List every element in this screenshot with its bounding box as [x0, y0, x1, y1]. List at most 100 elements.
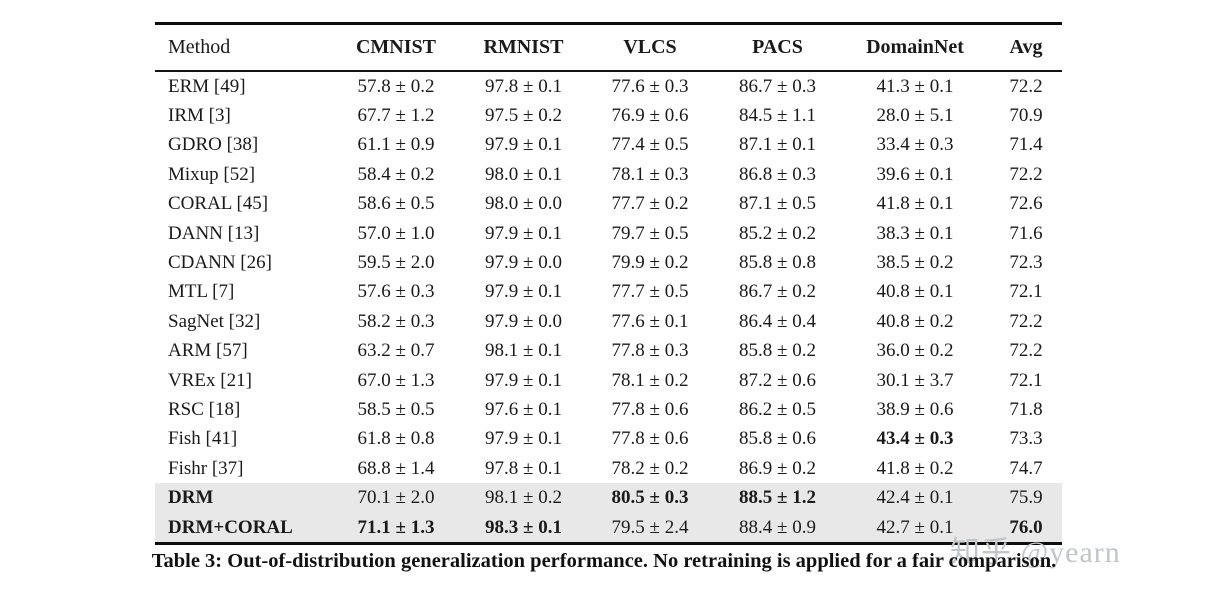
column-header-vlcs: VLCS — [585, 23, 715, 72]
value-cell: 38.5 ± 0.2 — [876, 252, 954, 274]
value-cell: 36.0 ± 0.2 — [876, 340, 954, 362]
value-cell: 71.6 — [1009, 222, 1043, 244]
method-cell: VREx [21] — [168, 369, 252, 391]
method-cell: ARM [57] — [168, 340, 248, 362]
value-cell: 88.5 ± 1.2 — [739, 487, 816, 509]
value-cell: 42.7 ± 0.1 — [876, 516, 954, 538]
value-cell: 77.4 ± 0.5 — [611, 134, 689, 156]
value-cell: 58.2 ± 0.3 — [357, 310, 435, 332]
column-header-cmnist: CMNIST — [330, 23, 462, 72]
value-cell: 97.9 ± 0.1 — [485, 222, 562, 244]
column-header-avg: Avg — [990, 23, 1062, 72]
value-cell: 63.2 ± 0.7 — [357, 340, 435, 362]
table-header-row: Method CMNIST RMNIST VLCS PACS DomainNet Avg — [155, 23, 1062, 72]
value-cell: 77.8 ± 0.6 — [611, 398, 689, 420]
value-cell: 57.6 ± 0.3 — [357, 281, 435, 303]
value-cell: 86.7 ± 0.3 — [739, 75, 816, 97]
value-cell: 72.2 — [1009, 340, 1043, 362]
value-cell: 28.0 ± 5.1 — [876, 105, 954, 127]
value-cell: 85.2 ± 0.2 — [739, 222, 816, 244]
value-cell: 70.9 — [1009, 105, 1043, 127]
value-cell: 33.4 ± 0.3 — [876, 134, 954, 156]
value-cell: 30.1 ± 3.7 — [876, 369, 954, 391]
value-cell: 57.0 ± 1.0 — [357, 222, 435, 244]
watermark: 知乎 @yearn — [950, 536, 1121, 569]
method-cell: Mixup [52] — [168, 163, 256, 185]
value-cell: 38.3 ± 0.1 — [876, 222, 954, 244]
value-cell: 70.1 ± 2.0 — [357, 487, 435, 509]
value-cell: 78.2 ± 0.2 — [611, 457, 689, 479]
value-cell: 98.0 ± 0.1 — [485, 163, 562, 185]
value-cell: 61.8 ± 0.8 — [357, 428, 435, 450]
method-cell: Fishr [37] — [168, 457, 244, 479]
value-cell: 71.1 ± 1.3 — [357, 516, 435, 538]
value-cell: 67.7 ± 1.2 — [357, 105, 435, 127]
table-row: Fishr [37] 68.8 ± 1.4 97.8 ± 0.1 78.2 ± 0.2… — [155, 454, 1062, 483]
results-table-grid: Method CMNIST RMNIST VLCS PACS DomainNet Avg E… — [155, 22, 1062, 546]
value-cell: 76.9 ± 0.6 — [611, 105, 689, 127]
value-cell: 73.3 — [1009, 428, 1043, 450]
table-body: ERM [49] 57.8 ± 0.2 97.8 ± 0.1 77.6 ± 0.3 86… — [155, 71, 1062, 544]
table-caption: Table 3: Out-of-distribution generalizat… — [151, 550, 1057, 572]
value-cell: 72.2 — [1009, 163, 1043, 185]
value-cell: 97.9 ± 0.1 — [485, 134, 562, 156]
value-cell: 72.1 — [1009, 369, 1043, 391]
method-cell: CDANN [26] — [168, 252, 272, 274]
value-cell: 72.1 — [1009, 281, 1043, 303]
table-header: Method CMNIST RMNIST VLCS PACS DomainNet Avg — [155, 23, 1062, 72]
value-cell: 86.8 ± 0.3 — [739, 163, 816, 185]
value-cell: 97.5 ± 0.2 — [485, 105, 562, 127]
value-cell: 97.9 ± 0.0 — [485, 252, 562, 274]
value-cell: 86.2 ± 0.5 — [739, 398, 816, 420]
value-cell: 58.6 ± 0.5 — [357, 193, 435, 215]
method-cell: DRM — [168, 487, 214, 509]
table-row: IRM [3] 67.7 ± 1.2 97.5 ± 0.2 76.9 ± 0.6 84.… — [155, 101, 1062, 130]
value-cell: 77.7 ± 0.2 — [611, 193, 689, 215]
value-cell: 43.4 ± 0.3 — [876, 428, 954, 450]
value-cell: 77.6 ± 0.1 — [611, 310, 689, 332]
value-cell: 77.6 ± 0.3 — [611, 75, 689, 97]
value-cell: 97.9 ± 0.1 — [485, 369, 562, 391]
value-cell: 77.8 ± 0.6 — [611, 428, 689, 450]
value-cell: 39.6 ± 0.1 — [876, 163, 954, 185]
table-row: CDANN [26] 59.5 ± 2.0 97.9 ± 0.0 79.9 ± 0.2… — [155, 248, 1062, 277]
value-cell: 97.8 ± 0.1 — [485, 75, 562, 97]
method-cell: DANN [13] — [168, 222, 260, 244]
value-cell: 40.8 ± 0.2 — [876, 310, 954, 332]
value-cell: 38.9 ± 0.6 — [876, 398, 954, 420]
method-cell: DRM+CORAL — [168, 516, 293, 538]
column-header-rmnist: RMNIST — [462, 23, 585, 72]
value-cell: 87.1 ± 0.1 — [739, 134, 816, 156]
value-cell: 98.1 ± 0.2 — [485, 487, 562, 509]
value-cell: 41.8 ± 0.2 — [876, 457, 954, 479]
table-row: MTL [7] 57.6 ± 0.3 97.9 ± 0.1 77.7 ± 0.5 86.… — [155, 278, 1062, 307]
value-cell: 85.8 ± 0.8 — [739, 252, 816, 274]
value-cell: 97.9 ± 0.0 — [485, 310, 562, 332]
value-cell: 86.7 ± 0.2 — [739, 281, 816, 303]
value-cell: 58.4 ± 0.2 — [357, 163, 435, 185]
method-cell: GDRO [38] — [168, 134, 259, 156]
value-cell: 84.5 ± 1.1 — [739, 105, 816, 127]
value-cell: 77.7 ± 0.5 — [611, 281, 689, 303]
value-cell: 79.7 ± 0.5 — [611, 222, 689, 244]
value-cell: 86.4 ± 0.4 — [739, 310, 816, 332]
table-row: RSC [18] 58.5 ± 0.5 97.6 ± 0.1 77.8 ± 0.6 86… — [155, 395, 1062, 424]
value-cell: 57.8 ± 0.2 — [357, 75, 435, 97]
value-cell: 98.0 ± 0.0 — [485, 193, 562, 215]
value-cell: 67.0 ± 1.3 — [357, 369, 435, 391]
value-cell: 87.2 ± 0.6 — [739, 369, 816, 391]
value-cell: 86.9 ± 0.2 — [739, 457, 816, 479]
value-cell: 80.5 ± 0.3 — [611, 487, 689, 509]
value-cell: 78.1 ± 0.2 — [611, 369, 689, 391]
value-cell: 85.8 ± 0.6 — [739, 428, 816, 450]
value-cell: 61.1 ± 0.9 — [357, 134, 435, 156]
value-cell: 72.2 — [1009, 310, 1043, 332]
column-header-method: Method — [155, 23, 330, 72]
value-cell: 98.1 ± 0.1 — [485, 340, 562, 362]
value-cell: 72.6 — [1009, 193, 1043, 215]
value-cell: 85.8 ± 0.2 — [739, 340, 816, 362]
value-cell: 88.4 ± 0.9 — [739, 516, 816, 538]
value-cell: 58.5 ± 0.5 — [357, 398, 435, 420]
method-cell: IRM [3] — [168, 105, 231, 127]
